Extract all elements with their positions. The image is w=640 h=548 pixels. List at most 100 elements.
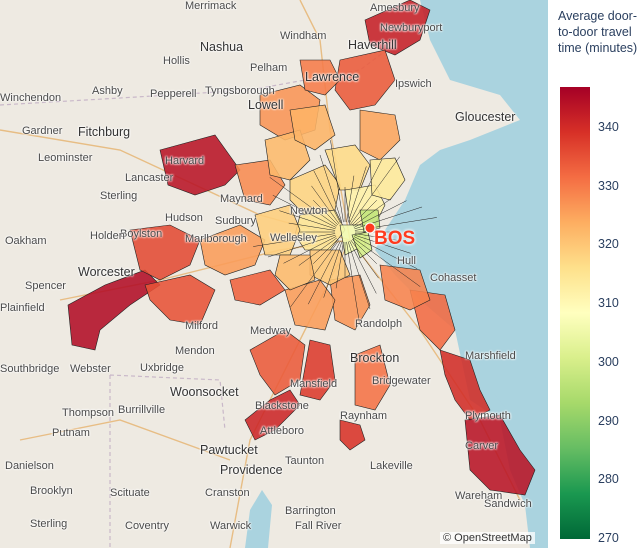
place-label: Maynard [220,193,263,205]
place-label: Merrimack [185,0,237,12]
tract-boundary [351,200,377,226]
tract-boundary [335,241,344,289]
tract-boundary [319,154,343,223]
colorbar-tick-label: 300 [598,354,619,369]
colorbar-tick-label: 320 [598,237,619,252]
colorbar-tick-label: 280 [598,472,619,487]
place-label: Burrillville [118,404,166,416]
region-polygon[interactable] [129,224,201,281]
tract-boundary [347,241,371,310]
place-label: Nashua [200,40,244,54]
place-label: Holden [90,230,125,242]
place-label: Wellesley [270,232,317,244]
tract-boundary [352,237,421,287]
region-polygon[interactable] [199,224,266,276]
place-label: Gardner [22,125,63,137]
region-polygon[interactable] [409,289,456,351]
region-polygon[interactable] [369,157,406,201]
region-polygon[interactable] [329,274,371,331]
region-polygon[interactable] [299,339,336,401]
place-label: Sandwich [484,498,532,510]
ocean [375,0,548,548]
region-polygon[interactable] [359,109,401,161]
place-label: Webster [70,363,111,375]
region-polygon[interactable] [254,204,301,256]
region-polygon[interactable] [364,0,431,56]
tract-boundary [330,140,344,223]
place-label: Lowell [248,98,284,112]
region-polygon[interactable] [339,419,366,451]
place-label: Plainfield [0,302,45,314]
place-label: Hull [397,255,416,267]
place-label: Warwick [210,520,252,532]
tract-boundary [313,170,341,224]
place-label: Uxbridge [140,362,185,374]
region-polygon[interactable] [439,349,491,421]
tract-boundary [349,240,377,294]
narragansett-bay [245,490,272,548]
region-polygon[interactable] [334,49,396,111]
place-label: Ashby [92,85,123,97]
place-label: Blackstone [255,400,309,412]
region-polygon[interactable] [249,329,306,396]
place-label: Gloucester [455,110,516,124]
tract-boundary [350,239,379,279]
colorbar-tick-label: 330 [598,178,619,193]
region-polygon[interactable] [284,279,336,331]
place-label: Hollis [163,55,190,67]
region-polygon[interactable] [299,59,341,96]
travel-time-choropleth[interactable] [0,0,548,548]
region-polygon[interactable] [289,104,336,151]
place-label: Brockton [350,351,400,365]
region-polygon[interactable] [351,231,373,259]
place-label: Carver [465,440,499,452]
place-label: Boylston [120,228,163,240]
region-polygon[interactable] [244,389,301,441]
place-label: Marshfield [465,350,516,362]
place-label: Barrington [285,505,336,517]
tract-boundary [323,241,343,298]
region-layer[interactable] [67,0,536,496]
region-polygon[interactable] [354,344,391,411]
place-label: Fall River [295,520,342,532]
tract-boundary [288,222,336,231]
airport-label: BOS [374,228,416,249]
tract-boundary [283,236,337,264]
airport-marker[interactable] [364,222,376,234]
colorbar-tick-label: 270 [598,531,619,545]
tract-boundary [349,159,382,224]
place-label: Winchendon [0,92,62,104]
place-label: Lancaster [125,172,174,184]
place-label: Cranston [205,487,250,499]
tract-boundary [347,166,367,223]
tract-boundary [272,195,337,228]
region-polygon[interactable] [274,254,316,291]
region-polygon[interactable] [229,269,286,306]
place-label: Ipswich [395,78,432,90]
place-label: Cohasset [430,272,477,284]
map-canvas[interactable]: Amesbury Merrimack Newburyport Nashua Haverh… [0,0,548,548]
region-polygon[interactable] [144,274,216,326]
colorbar-title: Average door-to-door travel time (minute… [558,9,638,55]
place-label: Amesbury [370,2,420,14]
region-polygon[interactable] [67,269,161,351]
place-label: Southbridge [0,363,60,375]
region-polygon[interactable] [159,134,241,196]
place-label: Sterling [30,518,68,530]
place-label: Randolph [355,318,403,330]
place-label: Danielson [5,460,54,472]
place-label: Pepperell [150,88,197,100]
place-label: Brooklyn [30,485,73,497]
colorbar-tick-label: 310 [598,296,619,311]
place-label: Plymouth [465,410,511,422]
place-label: Scituate [110,487,150,499]
place-label: Bridgewater [372,375,431,387]
place-label: Coventry [125,520,170,532]
tract-boundary [279,210,336,230]
region-polygon[interactable] [379,264,431,311]
place-label: Taunton [285,455,325,467]
place-label: Fitchburg [78,125,131,139]
region-polygon[interactable] [464,414,536,496]
map-attribution[interactable]: © OpenStreetMap [440,532,535,544]
tract-boundary [354,233,402,242]
